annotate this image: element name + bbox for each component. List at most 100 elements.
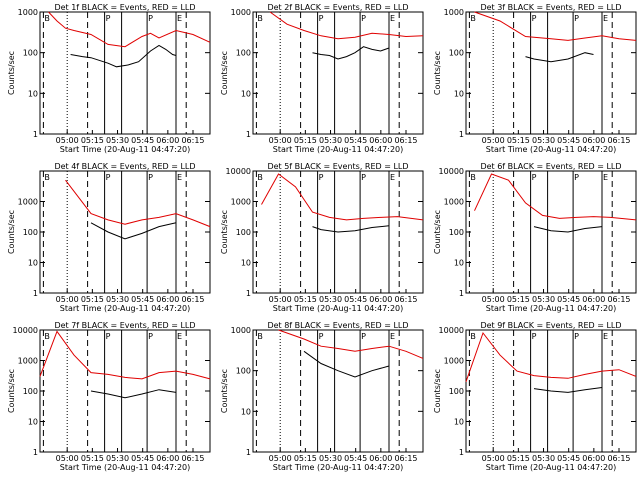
- x-tick-label: 05:00: [269, 454, 292, 463]
- y-tick-label: 1000: [18, 8, 38, 17]
- x-axis-label: Start Time (20-Aug-11 04:47:20): [486, 304, 617, 313]
- chart-title: Det 7f BLACK = Events, RED = LLD: [54, 321, 195, 330]
- y-tick-label: 1000: [231, 8, 251, 17]
- x-tick-label: 06:15: [607, 295, 630, 304]
- chart-title: Det 5f BLACK = Events, RED = LLD: [267, 162, 408, 171]
- plot-frame: [465, 170, 637, 294]
- y-tick-label: 10000: [439, 167, 464, 176]
- x-tick-label: 05:30: [106, 454, 129, 463]
- y-tick-label: 1000: [18, 198, 38, 207]
- x-tick-label: 05:45: [344, 295, 367, 304]
- y-tick-label: 1: [459, 448, 464, 457]
- plot-frame: [39, 329, 211, 453]
- plot-frame: [39, 170, 211, 294]
- x-tick-label: 06:15: [394, 454, 417, 463]
- y-tick-label: 100: [23, 387, 38, 396]
- y-tick-label: 100: [236, 228, 251, 237]
- time-marker-label: P: [319, 332, 324, 341]
- x-axis-label: Start Time (20-Aug-11 04:47:20): [273, 463, 404, 472]
- x-tick-label: 06:00: [582, 454, 605, 463]
- time-marker-label: E: [177, 332, 182, 341]
- y-axis-label: Counts/sec: [220, 369, 229, 413]
- y-tick-label: 1: [459, 130, 464, 139]
- x-tick-label: 05:15: [81, 295, 104, 304]
- series-line-events: [90, 389, 177, 399]
- y-tick-label: 10: [28, 89, 38, 98]
- x-tick-label: 06:15: [607, 454, 630, 463]
- plot-frame: [39, 11, 211, 135]
- series-line-events: [90, 222, 177, 240]
- x-axis-label: Start Time (20-Aug-11 04:47:20): [60, 304, 191, 313]
- y-tick-label: 10000: [439, 326, 464, 335]
- time-marker-label: P: [361, 14, 366, 23]
- time-marker-label: P: [106, 332, 111, 341]
- time-marker-label: E: [390, 332, 395, 341]
- y-tick-label: 10: [241, 89, 251, 98]
- series-line-events: [533, 226, 603, 233]
- x-tick-label: 05:45: [131, 136, 154, 145]
- time-marker-label: B: [470, 332, 476, 341]
- x-tick-label: 06:00: [582, 136, 605, 145]
- time-marker-label: P: [106, 173, 111, 182]
- x-axis-label: Start Time (20-Aug-11 04:47:20): [273, 304, 404, 313]
- y-tick-label: 1: [459, 289, 464, 298]
- y-tick-label: 1000: [18, 357, 38, 366]
- time-marker-label: P: [574, 14, 579, 23]
- x-tick-label: 05:30: [319, 295, 342, 304]
- y-tick-label: 10: [241, 259, 251, 268]
- chart-panel-9: Det 9f BLACK = Events, RED = LLD 1 10 100 10…: [433, 321, 637, 472]
- time-marker-label: P: [106, 14, 111, 23]
- series-line-lld: [278, 329, 424, 359]
- series-line-lld: [474, 173, 637, 221]
- x-tick-label: 05:15: [507, 454, 530, 463]
- time-marker-label: P: [574, 332, 579, 341]
- time-marker-label: B: [470, 14, 476, 23]
- time-marker-label: E: [603, 332, 608, 341]
- x-tick-label: 05:45: [557, 136, 580, 145]
- y-tick-label: 100: [449, 228, 464, 237]
- x-tick-label: 05:15: [294, 136, 317, 145]
- series-line-events: [533, 387, 603, 393]
- x-tick-label: 05:15: [81, 136, 104, 145]
- time-marker-label: P: [319, 14, 324, 23]
- y-tick-label: 1000: [444, 198, 464, 207]
- x-axis-label: Start Time (20-Aug-11 04:47:20): [486, 145, 617, 154]
- x-tick-label: 05:00: [269, 136, 292, 145]
- x-tick-label: 05:45: [344, 454, 367, 463]
- x-tick-label: 05:30: [532, 295, 555, 304]
- y-tick-label: 100: [23, 49, 38, 58]
- x-axis-label: Start Time (20-Aug-11 04:47:20): [486, 463, 617, 472]
- time-marker-label: E: [390, 14, 395, 23]
- y-axis-label: Counts/sec: [433, 369, 442, 413]
- x-tick-label: 06:00: [369, 295, 392, 304]
- x-tick-label: 05:45: [131, 295, 154, 304]
- time-marker-label: E: [177, 173, 182, 182]
- x-tick-label: 05:30: [319, 136, 342, 145]
- chart-panel-5: Det 5f BLACK = Events, RED = LLD 1 10 100 10…: [220, 162, 424, 313]
- x-tick-label: 06:00: [369, 454, 392, 463]
- x-axis-label: Start Time (20-Aug-11 04:47:20): [60, 463, 191, 472]
- y-axis-label: Counts/sec: [433, 51, 442, 95]
- time-marker-label: P: [319, 173, 324, 182]
- chart-title: Det 3f BLACK = Events, RED = LLD: [480, 3, 621, 12]
- y-tick-label: 10: [241, 407, 251, 416]
- plot-frame: [252, 11, 424, 135]
- x-tick-label: 06:15: [394, 295, 417, 304]
- y-axis-label: Counts/sec: [7, 51, 16, 95]
- y-tick-label: 100: [23, 228, 38, 237]
- x-tick-label: 05:00: [56, 295, 79, 304]
- x-tick-label: 05:00: [482, 295, 505, 304]
- series-line-lld: [39, 330, 211, 380]
- chart-panel-2: Det 2f BLACK = Events, RED = LLD 1 10 100 10…: [220, 3, 424, 154]
- series-line-lld: [474, 11, 637, 41]
- y-axis-label: Counts/sec: [7, 369, 16, 413]
- x-tick-label: 05:15: [294, 295, 317, 304]
- y-tick-label: 10: [28, 418, 38, 427]
- y-tick-label: 100: [236, 49, 251, 58]
- chart-panel-8: Det 8f BLACK = Events, RED = LLD 1 10 100 10…: [220, 321, 424, 472]
- y-axis-label: Counts/sec: [433, 210, 442, 254]
- y-tick-label: 100: [449, 387, 464, 396]
- x-tick-label: 06:15: [181, 295, 204, 304]
- chart-title: Det 9f BLACK = Events, RED = LLD: [480, 321, 621, 330]
- x-tick-label: 05:15: [81, 454, 104, 463]
